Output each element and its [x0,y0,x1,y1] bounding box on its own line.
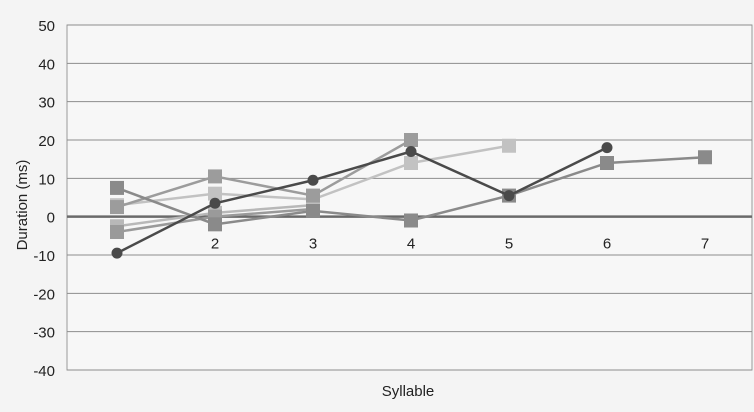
data-point [111,247,123,259]
y-axis-ticks: -40 -30 -20 -10 0 10 20 30 40 50 [33,18,55,380]
x-tick-label: 5 [505,236,513,253]
data-point [698,150,712,165]
series [110,133,418,215]
x-tick-label: 7 [701,236,709,253]
x-axis-title: Syllable [382,383,435,400]
y-tick-label: 0 [47,210,55,227]
data-point [306,188,320,203]
data-point [306,203,320,218]
x-tick-label: 4 [407,236,415,253]
x-axis-ticks: 2 3 4 5 6 7 [211,236,709,253]
series-group [110,133,712,259]
y-axis-title: Duration (ms) [14,160,31,251]
data-point [503,190,515,202]
data-point [404,133,418,147]
data-point [600,156,614,170]
data-point [110,180,124,195]
y-tick-label: 30 [38,95,55,112]
data-point [404,213,418,228]
data-point [208,186,222,201]
y-tick-label: -10 [33,248,55,265]
data-point [307,174,319,186]
x-tick-label: 3 [309,236,317,253]
series-line [116,146,608,255]
plot-area [66,24,753,371]
y-tick-label: 20 [38,133,55,150]
y-tick-label: 10 [38,171,55,188]
y-tick-label: 40 [38,56,55,73]
data-point [601,142,613,154]
series [111,142,613,259]
y-tick-label: 50 [38,18,55,35]
y-tick-label: -40 [33,363,55,380]
series-line [116,138,412,209]
data-point [209,197,221,209]
data-point [208,217,222,232]
y-tick-label: -20 [33,286,55,303]
x-tick-label: 2 [211,236,219,253]
data-point [502,138,516,153]
data-point [405,146,417,157]
data-point [208,169,222,184]
data-point [110,225,124,239]
data-point [404,156,418,170]
x-tick-label: 6 [603,236,611,253]
y-tick-label: -30 [33,325,55,342]
data-point [110,200,124,215]
